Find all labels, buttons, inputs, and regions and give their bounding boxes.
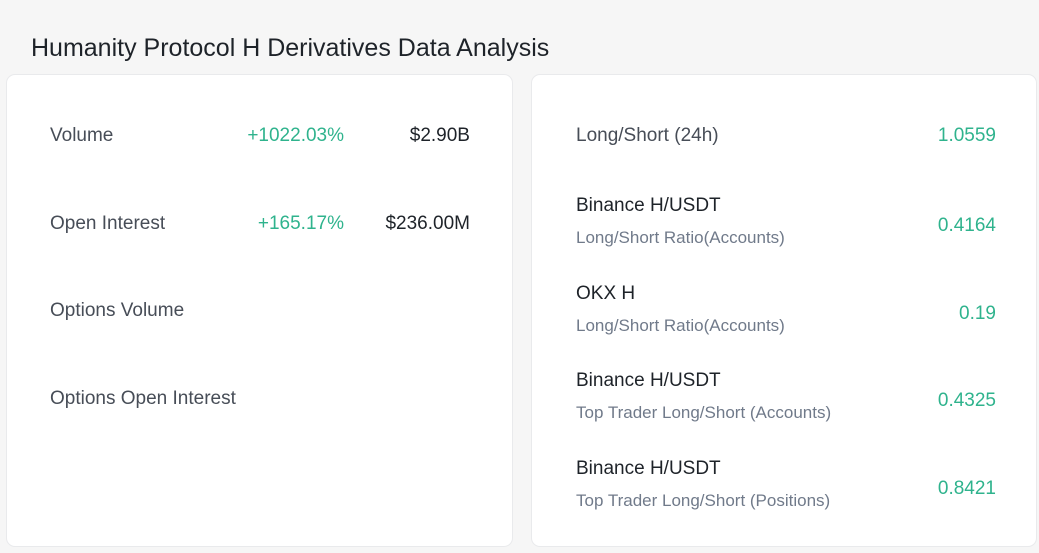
ratio-subtitle: Long/Short Ratio(Accounts): [576, 228, 785, 247]
ratio-row-okx-accounts: OKX H Long/Short Ratio(Accounts) 0.19: [576, 281, 996, 347]
ratio-row-binance-top-trader-positions: Binance H/USDT Top Trader Long/Short (Po…: [576, 456, 996, 522]
ratio-title: OKX H: [576, 283, 636, 304]
ratio-subtitle: Long/Short Ratio(Accounts): [576, 316, 785, 335]
metric-row-options-volume: Options Volume: [50, 291, 470, 331]
ratio-row-long-short-24h: Long/Short (24h) 1.0559: [576, 116, 996, 156]
metric-label: Volume: [50, 125, 114, 146]
ratio-value: 0.8421: [937, 478, 996, 499]
ratio-title: Binance H/USDT: [576, 370, 721, 391]
ratio-title: Long/Short (24h): [576, 125, 719, 146]
metric-label: Options Volume: [50, 300, 185, 321]
page-title: Humanity Protocol H Derivatives Data Ana…: [31, 33, 550, 62]
metric-row-volume: Volume +1022.03% $2.90B: [50, 116, 470, 156]
ratio-row-binance-top-trader-accounts: Binance H/USDT Top Trader Long/Short (Ac…: [576, 368, 996, 434]
long-short-card: Long/Short (24h) 1.0559 Binance H/USDT L…: [531, 74, 1037, 547]
ratio-subtitle: Top Trader Long/Short (Accounts): [576, 403, 832, 422]
metric-label: Open Interest: [50, 213, 166, 234]
market-metrics-card: Volume +1022.03% $2.90B Open Interest +1…: [6, 74, 513, 547]
ratio-value: 0.4164: [937, 215, 996, 236]
metric-change: +165.17%: [257, 213, 344, 234]
metric-change: +1022.03%: [247, 125, 344, 146]
ratio-value: 0.19: [959, 303, 996, 324]
metric-row-options-open-interest: Options Open Interest: [50, 379, 470, 419]
ratio-title: Binance H/USDT: [576, 195, 721, 216]
metric-label: Options Open Interest: [50, 388, 236, 409]
ratio-value: 1.0559: [937, 125, 996, 146]
metric-value: $236.00M: [385, 213, 470, 234]
ratio-title: Binance H/USDT: [576, 458, 721, 479]
metric-row-open-interest: Open Interest +165.17% $236.00M: [50, 204, 470, 244]
ratio-subtitle: Top Trader Long/Short (Positions): [576, 491, 831, 510]
ratio-value: 0.4325: [937, 390, 996, 411]
metric-value: $2.90B: [409, 125, 470, 146]
ratio-row-binance-accounts: Binance H/USDT Long/Short Ratio(Accounts…: [576, 193, 996, 259]
